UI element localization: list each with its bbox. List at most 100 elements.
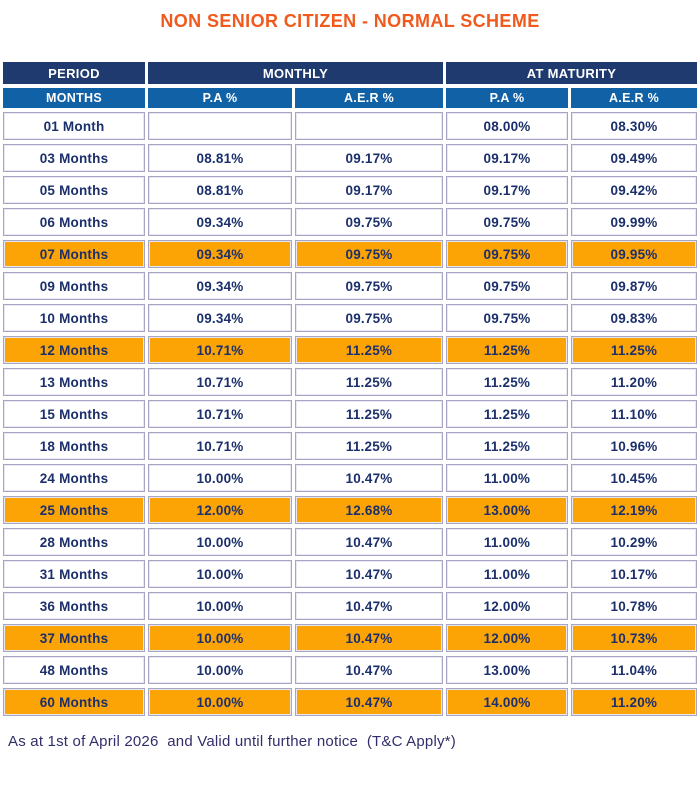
period-cell: 07 Months [3,240,145,268]
monthly-aer-cell: 10.47% [295,528,443,556]
monthly-pa-cell: 10.00% [148,528,292,556]
maturity-pa-cell: 11.00% [446,528,568,556]
page-title: NON SENIOR CITIZEN - NORMAL SCHEME [160,11,540,31]
monthly-aer-cell: 10.47% [295,624,443,652]
maturity-pa-cell: 13.00% [446,656,568,684]
period-cell: 36 Months [3,592,145,620]
subheader-monthly-aer: A.E.R % [295,88,443,108]
monthly-aer-cell: 09.75% [295,240,443,268]
maturity-aer-cell: 10.78% [571,592,697,620]
maturity-aer-cell: 11.20% [571,688,697,716]
maturity-aer-cell: 11.25% [571,336,697,364]
maturity-pa-cell: 14.00% [446,688,568,716]
subheader-months: MONTHS [3,88,145,108]
monthly-pa-cell: 10.00% [148,688,292,716]
maturity-aer-cell: 08.30% [571,112,697,140]
maturity-aer-cell: 11.04% [571,656,697,684]
maturity-pa-cell: 11.25% [446,368,568,396]
monthly-pa-cell: 10.00% [148,464,292,492]
maturity-aer-cell: 10.73% [571,624,697,652]
header-at-maturity: AT MATURITY [446,62,697,84]
maturity-aer-cell: 09.87% [571,272,697,300]
monthly-aer-cell: 12.68% [295,496,443,524]
period-cell: 09 Months [3,272,145,300]
maturity-pa-cell: 11.00% [446,464,568,492]
maturity-pa-cell: 09.75% [446,304,568,332]
maturity-aer-cell: 10.45% [571,464,697,492]
maturity-pa-cell: 09.17% [446,176,568,204]
maturity-pa-cell: 09.17% [446,144,568,172]
period-cell: 18 Months [3,432,145,460]
maturity-pa-cell: 08.00% [446,112,568,140]
maturity-aer-cell: 10.29% [571,528,697,556]
maturity-aer-cell: 12.19% [571,496,697,524]
maturity-pa-cell: 11.25% [446,336,568,364]
maturity-aer-cell: 10.17% [571,560,697,588]
monthly-aer-cell: 10.47% [295,592,443,620]
monthly-pa-cell: 10.00% [148,592,292,620]
monthly-aer-cell: 10.47% [295,464,443,492]
maturity-aer-cell: 09.99% [571,208,697,236]
period-cell: 28 Months [3,528,145,556]
maturity-pa-cell: 13.00% [446,496,568,524]
period-cell: 06 Months [3,208,145,236]
monthly-aer-cell: 11.25% [295,368,443,396]
monthly-pa-cell: 10.00% [148,624,292,652]
maturity-pa-cell: 12.00% [446,592,568,620]
period-cell: 01 Month [3,112,145,140]
maturity-pa-cell: 09.75% [446,240,568,268]
rates-table: PERIOD MONTHLY AT MATURITY MONTHS P.A % … [3,62,697,716]
monthly-pa-cell: 10.71% [148,336,292,364]
period-cell: 48 Months [3,656,145,684]
period-cell: 60 Months [3,688,145,716]
period-cell: 12 Months [3,336,145,364]
maturity-pa-cell: 11.25% [446,400,568,428]
maturity-pa-cell: 09.75% [446,208,568,236]
monthly-aer-cell: 11.25% [295,336,443,364]
monthly-aer-cell: 09.17% [295,144,443,172]
monthly-pa-cell: 09.34% [148,272,292,300]
monthly-aer-cell [295,112,443,140]
monthly-pa-cell: 12.00% [148,496,292,524]
header-monthly: MONTHLY [148,62,443,84]
monthly-aer-cell: 09.75% [295,272,443,300]
monthly-aer-cell: 09.75% [295,304,443,332]
period-cell: 03 Months [3,144,145,172]
period-cell: 05 Months [3,176,145,204]
maturity-aer-cell: 09.83% [571,304,697,332]
monthly-pa-cell: 09.34% [148,240,292,268]
monthly-pa-cell [148,112,292,140]
maturity-aer-cell: 09.49% [571,144,697,172]
subheader-maturity-aer: A.E.R % [571,88,697,108]
period-cell: 37 Months [3,624,145,652]
maturity-aer-cell: 11.10% [571,400,697,428]
subheader-monthly-pa: P.A % [148,88,292,108]
monthly-pa-cell: 10.71% [148,368,292,396]
validity-note: As at 1st of April 2026 and Valid until … [8,733,456,750]
maturity-aer-cell: 09.42% [571,176,697,204]
monthly-pa-cell: 08.81% [148,144,292,172]
maturity-pa-cell: 09.75% [446,272,568,300]
header-period: PERIOD [3,62,145,84]
monthly-pa-cell: 10.00% [148,656,292,684]
monthly-pa-cell: 10.71% [148,400,292,428]
monthly-aer-cell: 11.25% [295,432,443,460]
monthly-pa-cell: 09.34% [148,208,292,236]
subheader-maturity-pa: P.A % [446,88,568,108]
period-cell: 25 Months [3,496,145,524]
maturity-pa-cell: 11.00% [446,560,568,588]
period-cell: 24 Months [3,464,145,492]
maturity-aer-cell: 10.96% [571,432,697,460]
maturity-pa-cell: 11.25% [446,432,568,460]
monthly-aer-cell: 09.17% [295,176,443,204]
maturity-pa-cell: 12.00% [446,624,568,652]
monthly-pa-cell: 10.71% [148,432,292,460]
monthly-pa-cell: 09.34% [148,304,292,332]
monthly-aer-cell: 09.75% [295,208,443,236]
monthly-aer-cell: 10.47% [295,560,443,588]
monthly-aer-cell: 10.47% [295,688,443,716]
period-cell: 31 Months [3,560,145,588]
monthly-aer-cell: 10.47% [295,656,443,684]
maturity-aer-cell: 11.20% [571,368,697,396]
